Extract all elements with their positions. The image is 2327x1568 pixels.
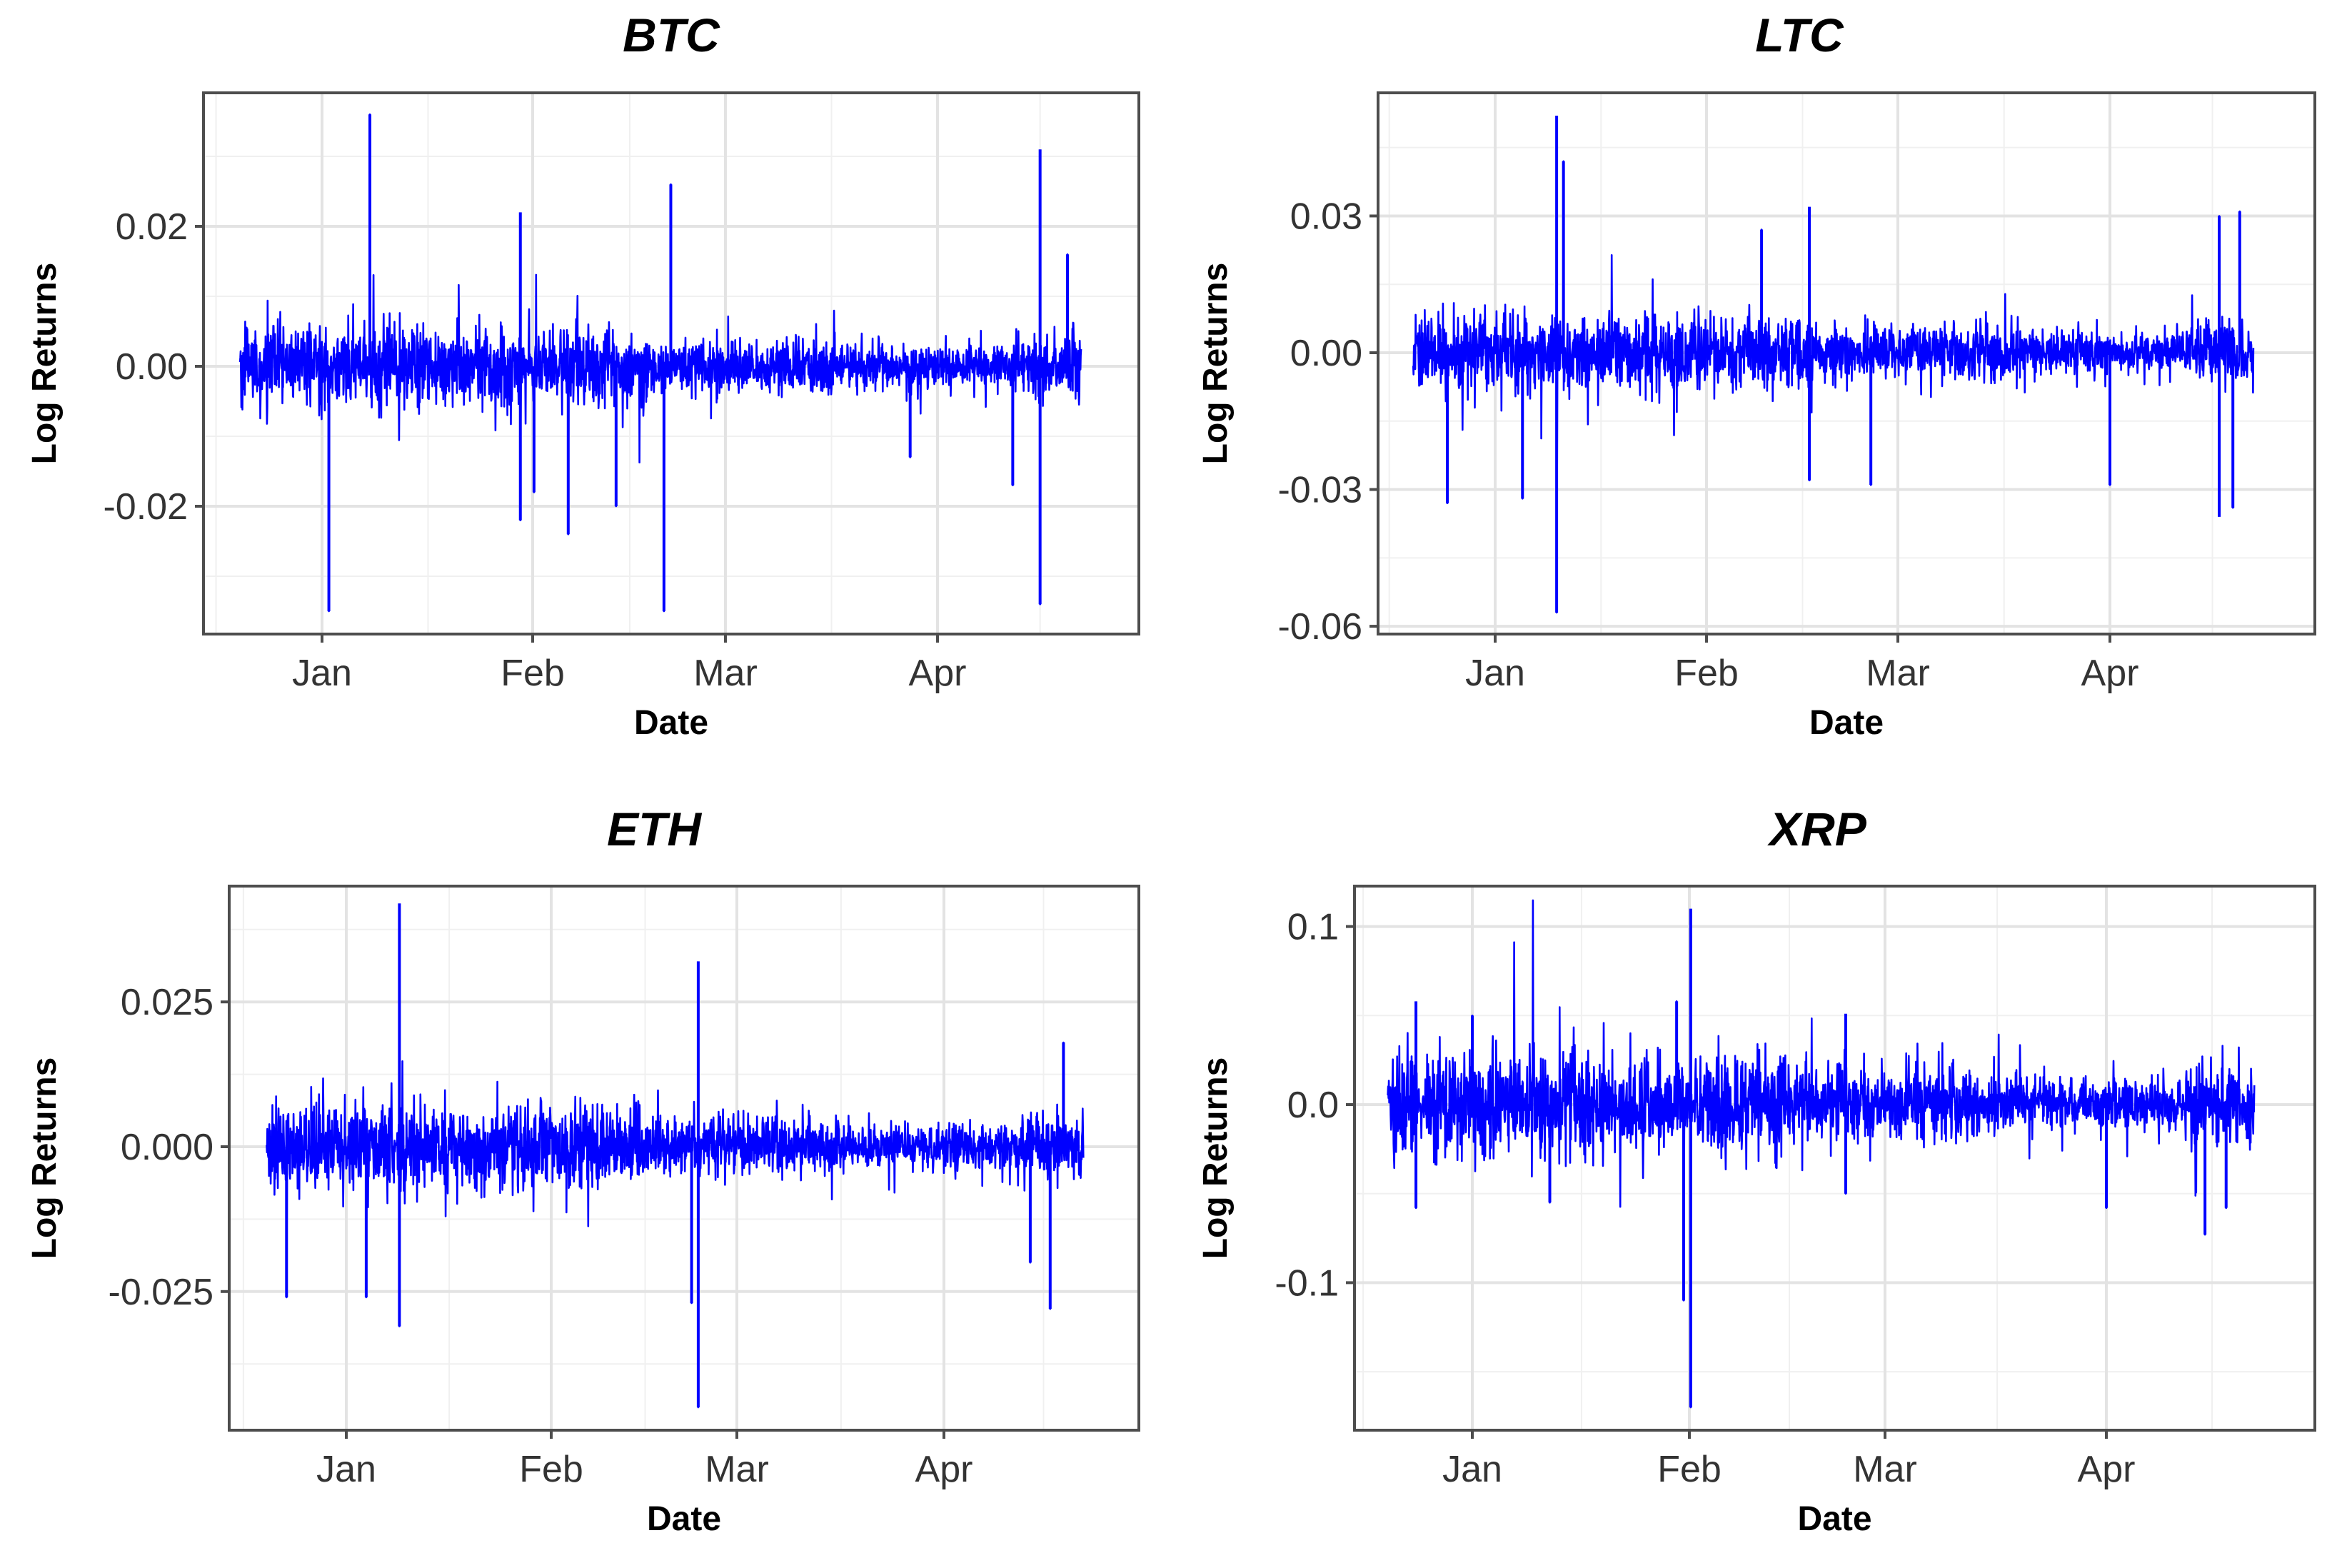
y-tick-label: -0.03 [1277,470,1362,511]
series-line-eth [266,1041,1085,1409]
y-tick-label: 0.0 [1287,1085,1339,1126]
chart-panel-xrp: Jan Feb Mar Apr 0.1 0.0 -0.1 XRP Date Log Returns [1197,803,2316,1538]
x-axis-title: Date [1797,1500,1871,1538]
y-tick-label: -0.06 [1277,606,1362,648]
panel-title: XRP [1766,803,1867,855]
x-axis-title: Date [647,1500,721,1538]
y-axis-title: Log Returns [1197,1057,1235,1260]
y-tick-label: 0.1 [1287,907,1339,948]
panel-title: LTC [1755,9,1844,61]
x-tick-label: Feb [519,1449,583,1490]
chart-panel-btc: Jan Feb Mar Apr 0.02 0.00 -0.02 BTC Date Log Retu… [26,9,1140,742]
x-axis-title: Date [1809,704,1884,742]
x-axis-title: Date [634,704,708,742]
y-tick-label: -0.02 [103,486,188,528]
x-tick-label: Feb [1657,1449,1722,1490]
chart-panel-eth: Jan Feb Mar Apr 0.025 0.000 -0.025 ETH Date Log R… [26,803,1140,1538]
x-tick-label: Mar [1866,653,1930,694]
x-tick-label: Feb [501,653,565,694]
panel-border [1353,885,2316,1432]
y-tick-label: -0.025 [109,1272,213,1313]
series-line-xrp [1387,899,2256,1409]
plot-background [1355,886,2315,1430]
x-tick-label: Mar [693,653,758,694]
x-tick-label: Jan [1465,653,1525,694]
x-tick-label: Feb [1674,653,1739,694]
y-tick-label: 0.00 [1290,333,1362,374]
x-tick-label: Apr [2078,1449,2136,1490]
x-tick-label: Jan [292,653,352,694]
y-axis-title: Log Returns [26,263,64,465]
y-tick-label: -0.1 [1275,1262,1339,1304]
series-line-btc [238,113,1082,613]
y-axis-title: Log Returns [26,1057,64,1260]
y-axis-title: Log Returns [1197,263,1235,465]
chart-panel-ltc: Jan Feb Mar Apr 0.03 0.00 -0.03 -0.06 LTC Date Log… [1197,9,2316,742]
x-tick-label: Apr [2081,653,2139,694]
y-tick-label: 0.00 [116,346,188,388]
y-tick-label: 0.025 [121,982,213,1023]
panel-border [1377,91,2316,635]
x-tick-label: Apr [915,1449,973,1490]
x-tick-label: Jan [1442,1449,1502,1490]
x-tick-label: Jan [316,1449,376,1490]
x-tick-label: Apr [909,653,967,694]
x-tick-label: Mar [705,1449,769,1490]
series-line-ltc [1412,160,2255,614]
panel-border [228,885,1140,1432]
y-tick-label: 0.000 [121,1127,213,1168]
panel-border [202,91,1140,635]
x-tick-label: Mar [1853,1449,1917,1490]
y-tick-label: 0.03 [1290,196,1362,237]
panel-title: ETH [607,803,702,855]
y-tick-label: 0.02 [116,206,188,248]
panel-title: BTC [623,9,720,61]
